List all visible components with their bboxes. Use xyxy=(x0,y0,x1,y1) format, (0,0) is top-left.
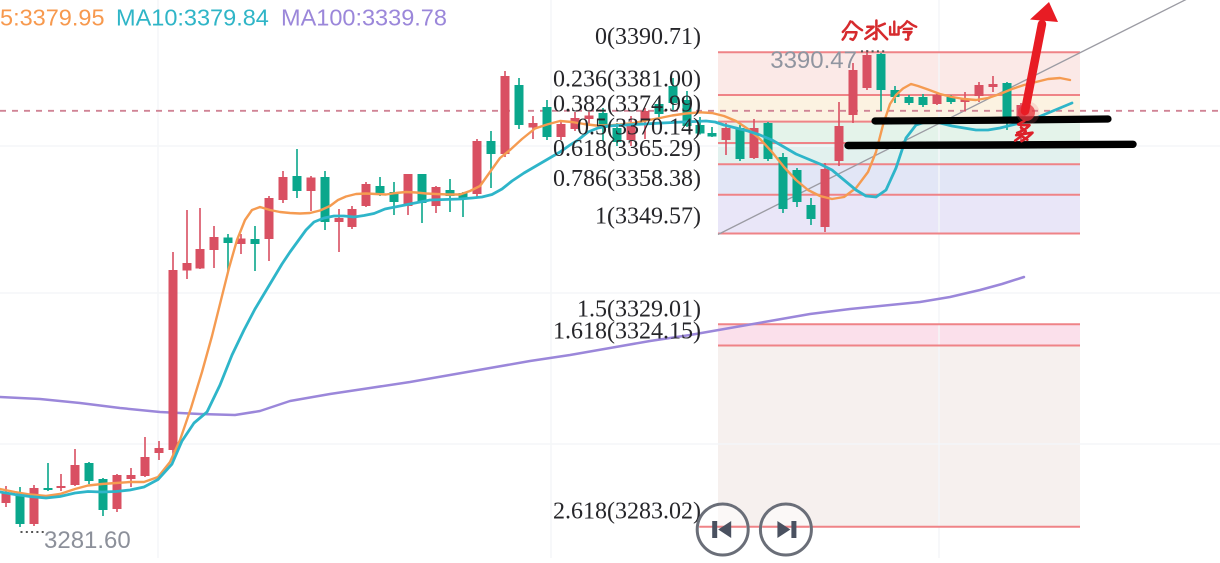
svg-text:0(3390.71): 0(3390.71) xyxy=(595,24,701,50)
svg-text:1(3349.57): 1(3349.57) xyxy=(595,204,701,230)
svg-text:1.618(3324.15): 1.618(3324.15) xyxy=(553,319,701,345)
svg-text:0.236(3381.00): 0.236(3381.00) xyxy=(553,67,701,93)
svg-text:0.5(3370.14): 0.5(3370.14) xyxy=(577,115,701,141)
svg-text:2.618(3283.02): 2.618(3283.02) xyxy=(553,499,701,525)
svg-text:0.786(3358.38): 0.786(3358.38) xyxy=(553,166,701,192)
svg-text:MA100:3339.78: MA100:3339.78 xyxy=(281,5,447,31)
svg-text:3390.47: 3390.47 xyxy=(770,47,857,74)
svg-text:0.618(3365.29): 0.618(3365.29) xyxy=(553,136,701,162)
svg-text:MA10:3379.84: MA10:3379.84 xyxy=(116,5,269,31)
svg-text:5:3379.95: 5:3379.95 xyxy=(0,5,105,31)
svg-text:1.5(3329.01): 1.5(3329.01) xyxy=(577,297,701,323)
svg-text:0.382(3374.99): 0.382(3374.99) xyxy=(553,92,701,118)
svg-text:3281.60: 3281.60 xyxy=(44,527,131,554)
